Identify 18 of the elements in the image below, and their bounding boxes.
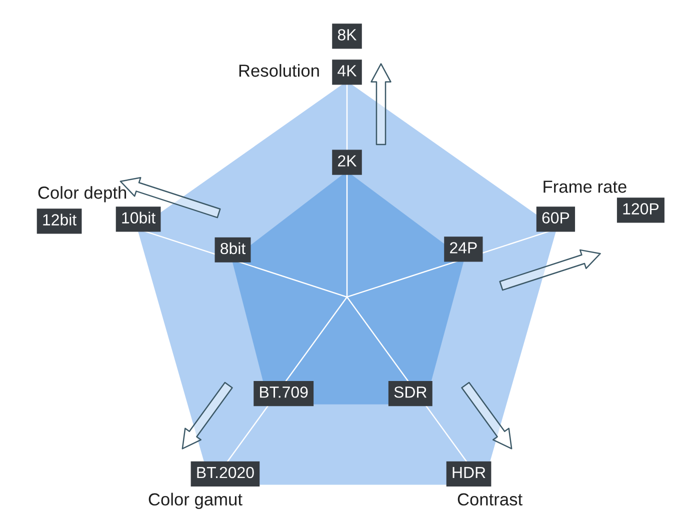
text: 2K	[338, 155, 357, 166]
spoke-label: Frame rate	[544, 180, 626, 193]
text: 12bit	[43, 214, 76, 226]
text: BT.2020	[197, 466, 254, 478]
text: 10bit	[122, 212, 156, 224]
text: 120P	[623, 203, 659, 214]
text: HDR	[452, 467, 486, 478]
text: BT.709	[260, 386, 308, 398]
text: 60P	[542, 212, 570, 224]
spoke-label: Contrast	[458, 493, 522, 506]
spoke-label: Color gamut	[148, 492, 242, 509]
text: 8K	[338, 29, 357, 40]
text: 4K	[338, 65, 357, 76]
text: 24P	[450, 242, 477, 254]
text: 8bit	[220, 242, 246, 254]
spoke-label: Resolution	[239, 64, 319, 77]
text: SDR	[394, 386, 427, 398]
spoke-label: Color depth	[38, 186, 126, 202]
